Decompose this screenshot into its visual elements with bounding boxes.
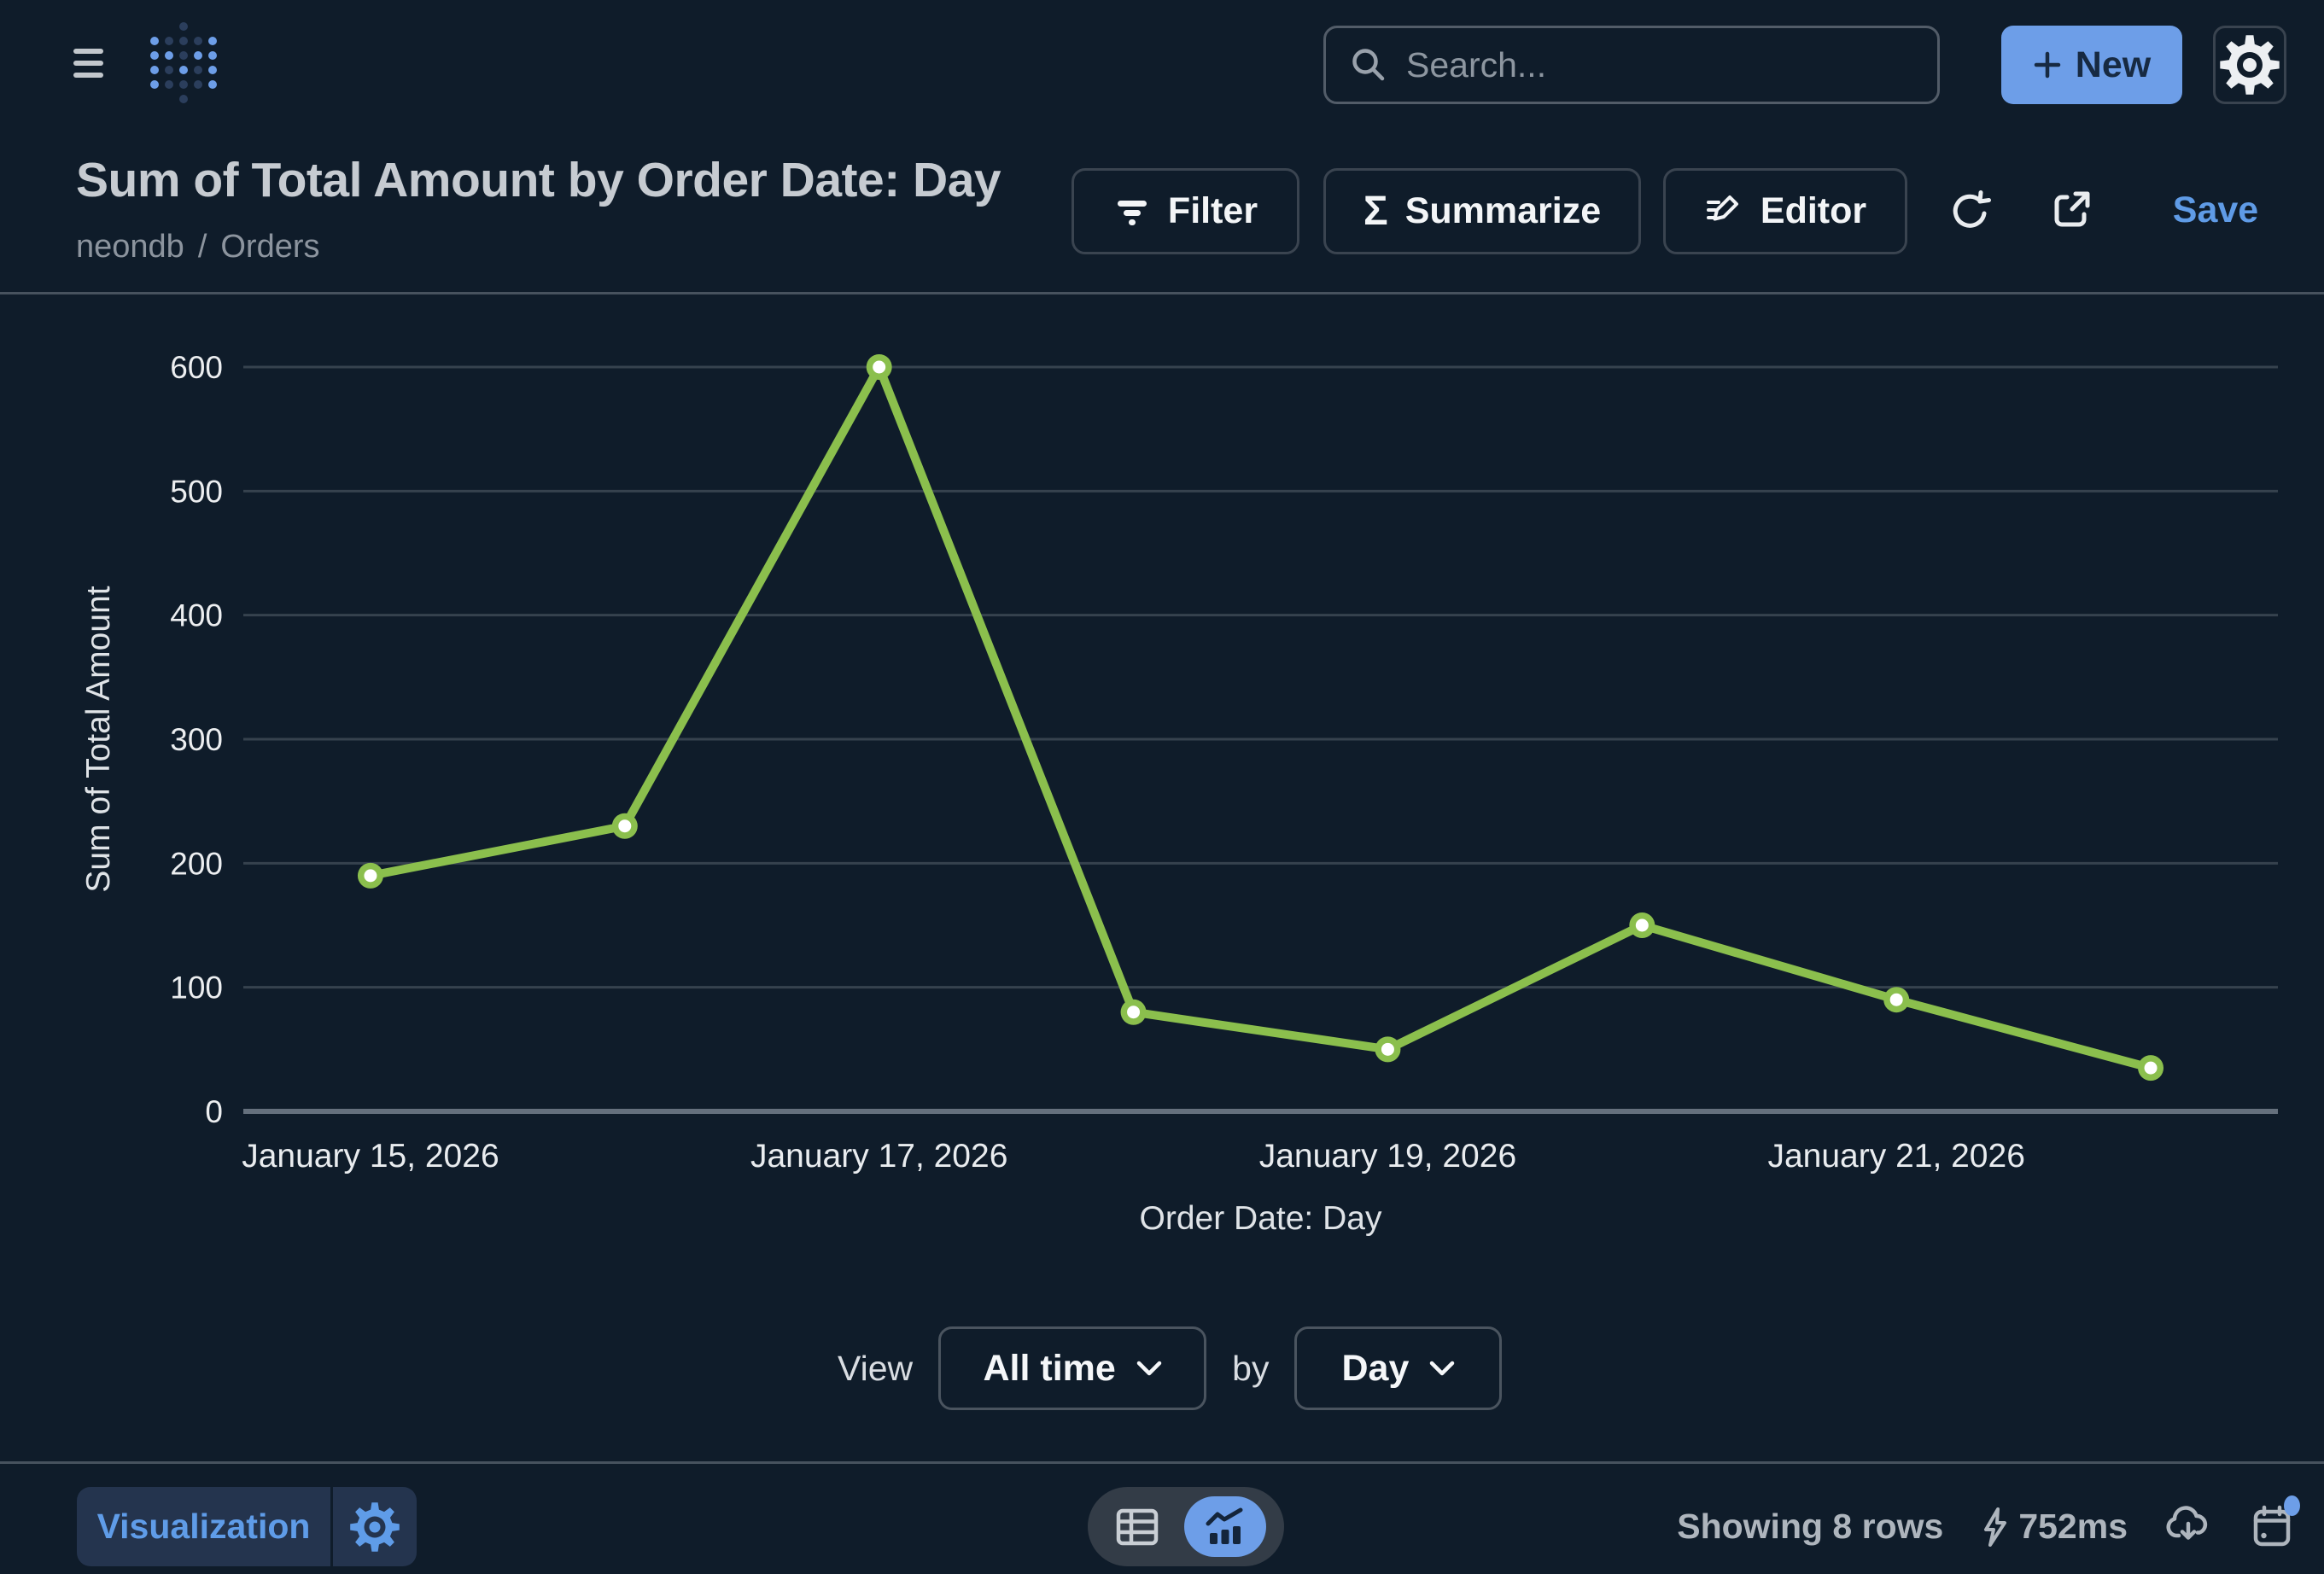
search-input[interactable] bbox=[1406, 44, 1913, 85]
metabase-logo-icon[interactable] bbox=[150, 22, 217, 103]
page-title[interactable]: Sum of Total Amount by Order Date: Day bbox=[76, 153, 1001, 207]
data-point-center bbox=[873, 360, 886, 374]
editor-button-label: Editor bbox=[1760, 190, 1867, 231]
data-point-center bbox=[1889, 993, 1903, 1006]
y-tick-label: 200 bbox=[170, 846, 223, 881]
chevron-down-icon bbox=[1430, 1361, 1455, 1376]
data-point-center bbox=[2144, 1061, 2158, 1075]
filter-icon bbox=[1117, 200, 1147, 225]
table-icon bbox=[1116, 1508, 1159, 1546]
line-chart: 0 100 200 300 400 500 600 Sum of Total Amount Ja… bbox=[80, 350, 2278, 1237]
breadcrumb: neondb / Orders bbox=[76, 229, 320, 265]
refresh-icon bbox=[1953, 190, 1991, 228]
notification-dot bbox=[2284, 1495, 2300, 1516]
time-range-value: All time bbox=[983, 1347, 1116, 1389]
breadcrumb-table[interactable]: Orders bbox=[220, 229, 320, 265]
chart-view-button[interactable] bbox=[1184, 1496, 1266, 1557]
sharing-button[interactable] bbox=[2039, 178, 2104, 242]
summarize-button[interactable]: Σ Summarize bbox=[1323, 168, 1641, 254]
breadcrumb-database[interactable]: neondb bbox=[76, 229, 184, 265]
granularity-dropdown[interactable]: Day bbox=[1294, 1326, 1503, 1410]
visualization-settings-button[interactable] bbox=[333, 1487, 417, 1566]
time-range-dropdown[interactable]: All time bbox=[938, 1326, 1207, 1410]
lightning-bolt-icon bbox=[1984, 1507, 2007, 1547]
plus-icon bbox=[2034, 51, 2061, 79]
breadcrumb-separator: / bbox=[197, 229, 207, 265]
cloud-download-icon bbox=[2166, 1505, 2208, 1540]
new-button-label: New bbox=[2075, 44, 2152, 85]
x-tick-label: January 15, 2026 bbox=[242, 1138, 499, 1175]
chart-icon bbox=[1206, 1507, 1243, 1544]
data-point-center bbox=[1381, 1042, 1394, 1056]
query-duration-value: 752ms bbox=[2018, 1507, 2128, 1546]
hamburger-menu-button[interactable] bbox=[73, 43, 114, 84]
calendar-icon bbox=[2253, 1505, 2291, 1546]
y-tick-label: 100 bbox=[170, 971, 223, 1006]
chevron-down-icon bbox=[1136, 1361, 1162, 1376]
subscriptions-button[interactable] bbox=[2249, 1495, 2300, 1550]
search-icon bbox=[1352, 49, 1385, 81]
row-count: Showing 8 rows bbox=[1677, 1507, 1944, 1546]
data-point-center bbox=[1635, 918, 1649, 932]
line-series bbox=[365, 363, 2156, 1073]
data-point-center bbox=[618, 819, 632, 833]
download-button[interactable] bbox=[2165, 1505, 2211, 1548]
gear-icon bbox=[2220, 35, 2280, 95]
sigma-icon: Σ bbox=[1363, 188, 1388, 234]
save-button[interactable]: Save bbox=[2172, 189, 2259, 230]
footer-divider bbox=[0, 1461, 2324, 1464]
x-axis-title: Order Date: Day bbox=[1140, 1200, 1382, 1237]
notebook-editor-icon bbox=[1706, 195, 1738, 220]
refresh-button[interactable] bbox=[1937, 178, 2002, 242]
filter-button[interactable]: Filter bbox=[1071, 168, 1299, 254]
table-view-button[interactable] bbox=[1113, 1507, 1161, 1547]
summarize-button-label: Summarize bbox=[1404, 190, 1602, 231]
timeseries-controls: View All time by Day bbox=[838, 1326, 1503, 1410]
x-tick-label: January 19, 2026 bbox=[1259, 1138, 1516, 1175]
y-tick-label: 600 bbox=[170, 350, 223, 385]
query-duration: 752ms bbox=[1981, 1507, 2128, 1548]
line-chart-canvas: 0 100 200 300 400 500 600 Sum of Total Amount Ja… bbox=[0, 294, 2324, 1255]
y-tick-label: 0 bbox=[205, 1094, 223, 1129]
x-tick-label: January 21, 2026 bbox=[1767, 1138, 2024, 1175]
visualization-button[interactable]: Visualization bbox=[77, 1487, 417, 1566]
by-label: by bbox=[1232, 1348, 1270, 1388]
header-divider bbox=[0, 292, 2324, 294]
granularity-value: Day bbox=[1341, 1347, 1410, 1389]
editor-button[interactable]: Editor bbox=[1663, 168, 1907, 254]
y-tick-label: 400 bbox=[170, 598, 223, 633]
table-chart-toggle bbox=[1088, 1487, 1284, 1566]
gear-icon bbox=[350, 1501, 400, 1552]
admin-settings-button[interactable] bbox=[2213, 26, 2286, 104]
result-status-bar: Showing 8 rows 752ms bbox=[1677, 1487, 2300, 1566]
visualization-button-label[interactable]: Visualization bbox=[77, 1487, 333, 1566]
x-tick-label: January 17, 2026 bbox=[750, 1138, 1007, 1175]
search-bar[interactable] bbox=[1323, 26, 1940, 104]
new-button[interactable]: New bbox=[2001, 26, 2182, 104]
data-point-center bbox=[1127, 1006, 1141, 1019]
data-point-center bbox=[364, 869, 377, 883]
y-tick-label: 500 bbox=[170, 474, 223, 509]
share-export-icon bbox=[2054, 191, 2090, 227]
hamburger-icon bbox=[73, 49, 103, 54]
y-tick-label: 300 bbox=[170, 722, 223, 757]
y-axis-title: Sum of Total Amount bbox=[80, 586, 117, 892]
filter-button-label: Filter bbox=[1167, 190, 1258, 231]
view-label: View bbox=[838, 1348, 914, 1388]
